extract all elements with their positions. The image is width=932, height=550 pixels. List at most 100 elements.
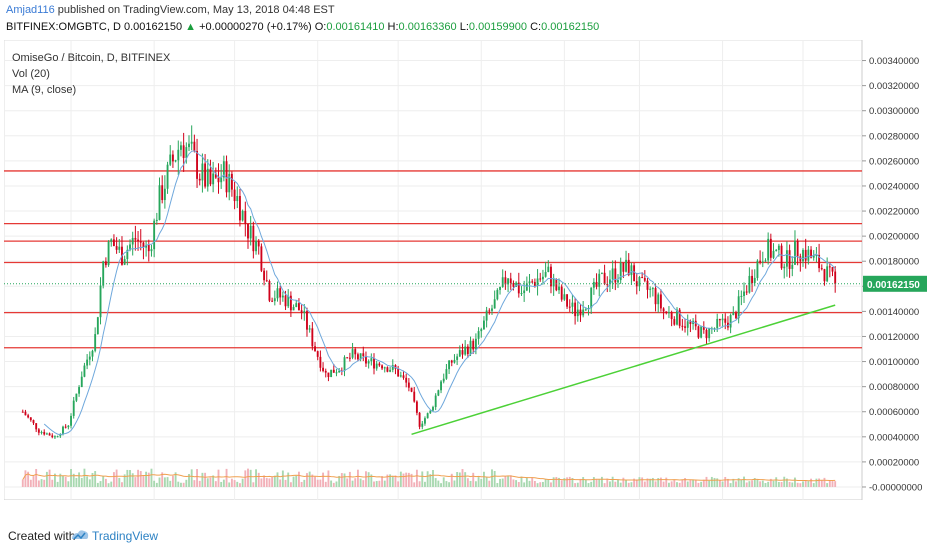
candle-body [314,346,316,352]
candle-body [134,237,137,240]
volume-bar [614,481,617,487]
volume-bar [678,482,681,487]
candle-body [426,413,429,419]
candle-body [335,372,338,374]
candle-body [504,277,507,285]
candle-body [745,291,748,293]
candle-body [670,312,673,320]
candle-body [263,270,266,281]
low-label: L: [459,21,469,33]
candle-body [815,254,818,256]
candle-body [324,370,327,373]
volume-bar [708,480,711,487]
candle-body [150,249,153,252]
price-axis[interactable] [862,40,928,500]
last-price-label: 0.00162150 [867,280,920,291]
volume-bar [619,482,622,487]
candle-body [287,295,290,307]
candle-body [528,281,531,284]
candle-body [139,241,142,243]
candle-body [582,309,585,316]
candle-body [306,311,308,330]
volume-bar [726,478,729,487]
candle-body [222,161,225,178]
candle-body [35,423,38,430]
candle-body [791,264,794,269]
candle-body [705,329,708,339]
candle-body [424,418,426,424]
candle-body [611,268,614,280]
candle-body [239,196,241,221]
candle-body [88,356,91,360]
last-price-badge [863,275,927,292]
candle-body [584,309,587,311]
volume-bar [828,480,831,487]
candle-body [434,395,437,408]
candle-body [252,225,255,252]
volume-bar [67,481,70,487]
volume-bar [496,482,499,487]
volume-bar [794,477,796,487]
volume-bar [710,476,713,487]
candle-body [107,241,110,266]
volume-bar [785,478,788,487]
candle-body [442,378,445,382]
volume-bar [558,477,560,487]
volume-bar [625,480,627,487]
candle-body [322,367,325,371]
volume-bar [378,480,381,487]
legend-ma[interactable]: MA (9, close) [12,84,77,96]
candle-body [247,223,249,239]
volume-bar [520,476,523,487]
y-tick-label: 0.00260000 [869,156,919,167]
candle-body [271,300,274,302]
candle-body [43,432,46,435]
candle-body [373,358,375,369]
tradingview-brand[interactable]: TradingView [92,529,159,543]
candle-body [531,281,534,283]
candle-body [91,350,94,357]
candle-body [820,268,823,270]
plot-frame [3,39,863,501]
volume-bar [64,476,67,487]
volume-bar [32,476,35,487]
author-link[interactable]: Amjad116 [6,4,55,16]
legend-volume[interactable]: Vol (20) [12,68,50,80]
up-arrow-icon: ▲ [185,21,197,33]
candle-body [718,318,721,321]
volume-bar [45,471,48,487]
candle-body [67,425,70,428]
volume-bar [673,479,676,487]
volume-bar [732,478,735,487]
volume-bar [659,477,662,487]
volume-bar [129,470,131,487]
volume-bar [509,475,512,487]
volume-bar [110,481,113,487]
candle-body [204,163,207,187]
candle-body [180,145,182,150]
volume-bar [150,468,153,487]
candle-body [56,436,59,438]
volume-bar [643,481,646,487]
candle-body [21,411,24,413]
candle-body [641,277,644,279]
overlays [4,150,862,436]
candle-body [273,298,276,302]
volume-bar [493,470,496,487]
candle-body [595,281,598,287]
candle-body [40,432,43,434]
volume-bar [244,470,247,487]
candle-body [485,310,488,321]
chart-area[interactable]: 0.00340000 0.00320000 0.00300000 0.00280000… [3,39,928,515]
price-chart[interactable]: 0.00340000 0.00320000 0.00300000 0.00280000… [3,39,928,515]
volume-bar [453,480,456,487]
candle-body [174,160,177,162]
candle-body [228,173,231,193]
candle-body [724,318,727,323]
candle-body [332,369,335,373]
volume-bar [249,469,252,487]
volume-bar [756,479,759,487]
candle-body [397,368,400,377]
volume-bar [783,476,786,487]
candle-body [158,185,161,220]
